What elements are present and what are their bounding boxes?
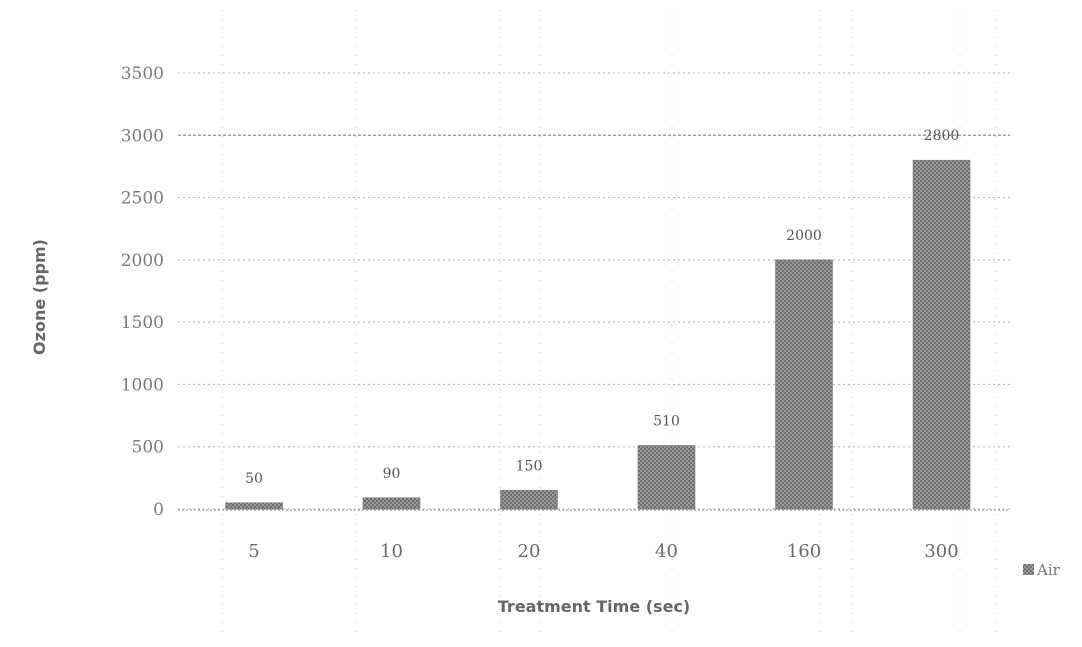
bars [225, 159, 971, 510]
legend: Air [1023, 561, 1061, 579]
y-tick-label: 3000 [121, 126, 164, 146]
y-axis-ticks: 0 500 1000 1500 2000 2500 3000 3500 [121, 64, 164, 520]
x-tick-label: 40 [655, 541, 678, 562]
data-label-160: 2000 [786, 228, 822, 244]
x-tick-label: 10 [380, 541, 403, 562]
y-tick-label: 1500 [121, 313, 164, 333]
bar-20 [500, 490, 558, 510]
bar-300 [912, 159, 971, 510]
bar-10 [362, 497, 421, 510]
data-label-10: 90 [383, 466, 401, 482]
y-tick-label: 2500 [121, 189, 164, 209]
x-axis-title: Treatment Time (sec) [498, 597, 690, 616]
data-label-300: 2800 [924, 128, 960, 144]
y-tick-label: 2000 [121, 251, 164, 271]
x-tick-label: 160 [787, 541, 821, 562]
y-tick-label: 500 [132, 438, 164, 458]
x-tick-label: 5 [248, 541, 259, 562]
bar-5 [225, 502, 283, 510]
data-label-40: 510 [653, 413, 680, 429]
legend-label: Air [1036, 561, 1061, 579]
x-tick-label: 300 [924, 541, 958, 562]
bar-160 [775, 259, 833, 510]
legend-swatch [1023, 564, 1034, 575]
y-tick-label: 3500 [121, 64, 164, 84]
data-label-5: 50 [245, 471, 263, 487]
x-axis-ticks: 5 10 20 40 160 300 [248, 541, 958, 562]
y-tick-label: 1000 [121, 375, 164, 395]
y-tick-label: 0 [153, 500, 164, 520]
x-tick-label: 20 [518, 541, 541, 562]
data-labels: 50 90 150 510 2000 2800 [245, 128, 959, 487]
bar-40 [637, 445, 696, 510]
y-axis-title: Ozone (ppm) [30, 239, 49, 355]
grid [178, 10, 1010, 640]
data-label-20: 150 [516, 458, 543, 474]
